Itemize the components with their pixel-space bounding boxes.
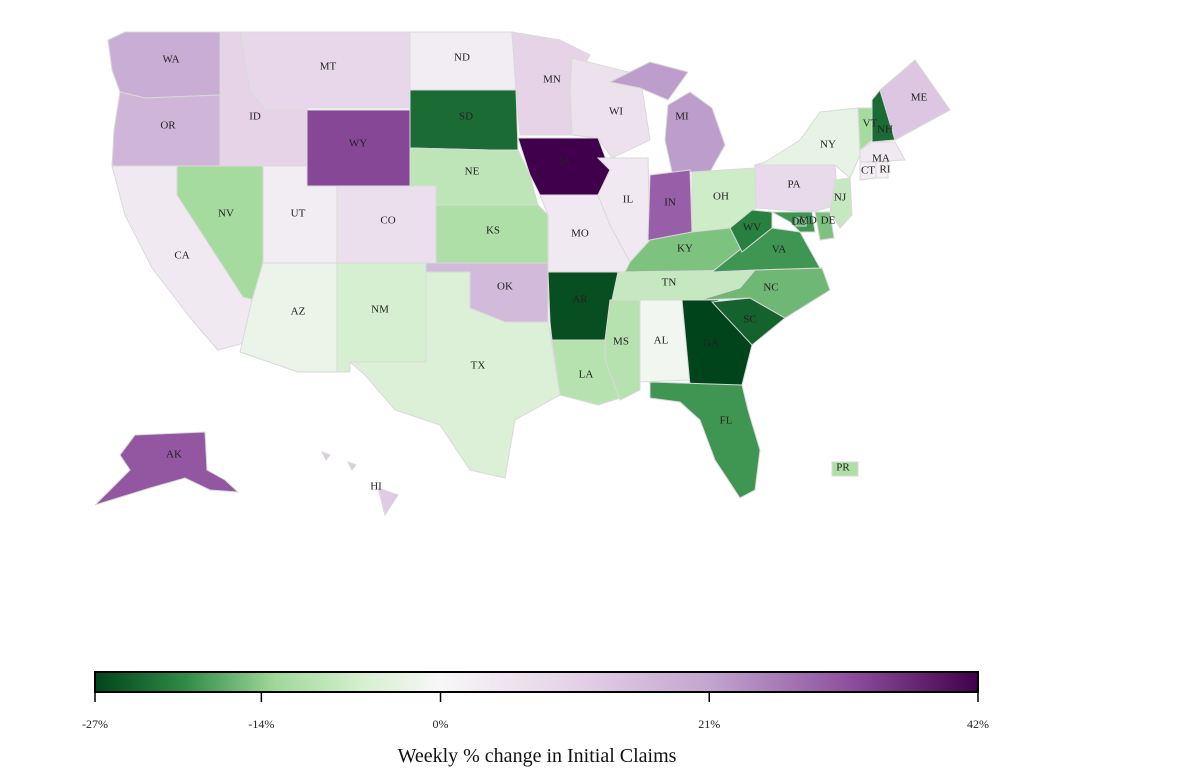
state-label-VT: VT: [863, 118, 878, 130]
state-label-NV: NV: [218, 208, 234, 220]
state-AK[interactable]: [94, 431, 240, 506]
state-label-TX: TX: [471, 360, 486, 372]
state-PR[interactable]: [831, 461, 859, 477]
state-label-MD: MD: [799, 215, 817, 227]
state-NM[interactable]: [336, 262, 427, 373]
state-label-OH: OH: [713, 191, 729, 203]
state-labels: WA OR CA NV ID MT WY UT CO AZ NM ND SD NE KS OK TX MN IA MO…: [160, 52, 927, 493]
state-label-WY: WY: [349, 138, 367, 150]
state-label-NM: NM: [371, 304, 389, 316]
colorbar-tick-label: -27%: [82, 717, 108, 731]
state-label-DE: DE: [821, 215, 836, 227]
state-label-ID: ID: [249, 111, 261, 123]
state-label-PA: PA: [787, 179, 800, 191]
state-label-SD: SD: [459, 111, 473, 123]
state-label-ND: ND: [454, 52, 470, 64]
state-label-GA: GA: [703, 338, 719, 350]
state-label-NJ: NJ: [834, 192, 847, 204]
state-label-ME: ME: [911, 92, 928, 104]
colorbar-title: Weekly % change in Initial Claims: [398, 745, 677, 767]
state-label-MO: MO: [571, 228, 589, 240]
state-label-KS: KS: [486, 225, 500, 237]
state-label-AL: AL: [654, 335, 669, 347]
state-label-AZ: AZ: [291, 306, 306, 318]
state-label-AK: AK: [166, 449, 182, 461]
state-label-NE: NE: [465, 166, 480, 178]
state-HI-1[interactable]: [377, 487, 399, 517]
state-DE[interactable]: [814, 211, 835, 241]
state-label-DC: DC: [791, 216, 806, 228]
state-label-WI: WI: [609, 106, 623, 118]
state-label-WV: WV: [743, 222, 761, 234]
state-label-SC: SC: [743, 314, 756, 326]
state-NJ[interactable]: [829, 177, 853, 229]
state-MA[interactable]: [859, 141, 906, 163]
state-label-NY: NY: [820, 139, 836, 151]
state-IL[interactable]: [596, 157, 651, 263]
state-label-LA: LA: [579, 369, 594, 381]
state-label-MS: MS: [613, 336, 629, 348]
state-label-MA: MA: [872, 153, 890, 165]
state-TX[interactable]: [348, 271, 561, 479]
state-label-IL: IL: [623, 194, 634, 206]
state-label-CO: CO: [380, 215, 395, 227]
state-HI-2[interactable]: [346, 461, 357, 471]
colorbar-tick-label: 0%: [433, 717, 449, 731]
state-label-CA: CA: [174, 250, 189, 262]
state-WV[interactable]: [729, 209, 773, 253]
colorbar-ticks: -27% -14% 0% 21% 42%: [82, 692, 989, 731]
state-label-IA: IA: [559, 156, 571, 168]
state-label-MT: MT: [320, 61, 337, 73]
colorbar-tick-label: -14%: [248, 717, 274, 731]
state-label-PR: PR: [836, 462, 850, 474]
state-NC[interactable]: [699, 267, 831, 319]
state-label-TN: TN: [662, 277, 677, 289]
state-MI-up[interactable]: [608, 61, 689, 101]
state-label-WA: WA: [162, 54, 179, 66]
state-label-MN: MN: [543, 74, 561, 86]
state-label-HI: HI: [370, 481, 382, 493]
state-HI-3[interactable]: [320, 451, 331, 461]
state-DC[interactable]: [795, 217, 807, 227]
colorbar-tick-label: 42%: [967, 717, 989, 731]
state-RI[interactable]: [875, 161, 889, 179]
state-label-NH: NH: [877, 124, 893, 136]
state-label-MI: MI: [675, 111, 689, 123]
colorbar-tick-label: 21%: [698, 717, 720, 731]
state-label-VA: VA: [772, 244, 787, 256]
state-label-CT: CT: [861, 165, 875, 177]
state-label-RI: RI: [880, 164, 891, 176]
state-label-NC: NC: [763, 282, 778, 294]
states-layer: [94, 31, 951, 517]
state-ME[interactable]: [879, 59, 951, 141]
colorbar-gradient: [94, 671, 979, 693]
state-label-FL: FL: [720, 415, 733, 427]
state-MI[interactable]: [664, 91, 726, 173]
state-label-OK: OK: [497, 281, 513, 293]
colorbar: -27% -14% 0% 21% 42% Weekly % change in Init…: [82, 671, 989, 767]
state-label-AR: AR: [572, 294, 588, 306]
state-label-IN: IN: [664, 197, 676, 209]
state-label-OR: OR: [160, 120, 176, 132]
state-label-UT: UT: [291, 208, 306, 220]
state-FL[interactable]: [649, 381, 761, 499]
state-label-KY: KY: [677, 243, 693, 255]
